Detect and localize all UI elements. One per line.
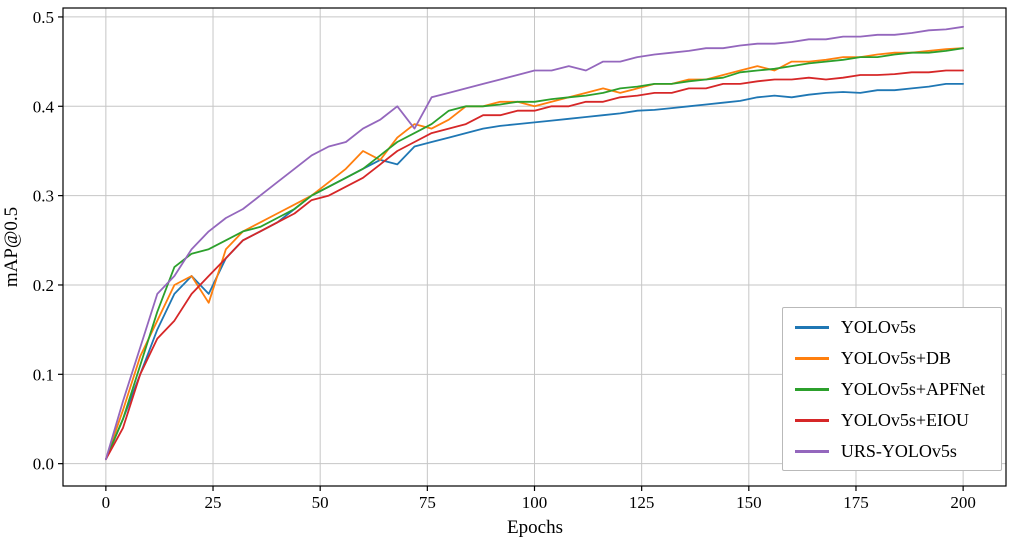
legend-label: URS-YOLOv5s — [840, 440, 957, 461]
legend-label: YOLOv5s+EIOU — [840, 409, 969, 430]
legend-line-swatch — [794, 356, 829, 360]
series-line-URS-YOLOv5s — [105, 25, 964, 461]
legend-line-swatch — [794, 387, 829, 391]
data-series-lines — [105, 25, 964, 461]
legend-line-swatch — [794, 418, 829, 422]
y-tick-label: 0.3 — [33, 187, 54, 206]
x-tick-label: 175 — [843, 493, 869, 512]
x-tick-label: 0 — [102, 493, 111, 512]
x-tick-label: 50 — [312, 493, 329, 512]
legend-item: YOLOv5s+APFNet — [794, 378, 985, 400]
y-tick-label: 0.5 — [33, 8, 54, 27]
legend-item: YOLOv5s — [794, 316, 985, 338]
x-axis-label: Epochs — [507, 517, 563, 538]
axis-ticks: 0 25 50 75 100 125 150 175 200 0.0 0.1 0.2 0.3 0.4 0.5 — [33, 8, 976, 512]
series-line-YOLOv5s+APFNet — [105, 47, 964, 461]
x-tick-label: 75 — [419, 493, 436, 512]
x-tick-label: 100 — [522, 493, 548, 512]
legend-label: YOLOv5s — [840, 316, 916, 337]
legend-label: YOLOv5s+DB — [840, 347, 951, 368]
x-tick-label: 200 — [950, 493, 976, 512]
y-tick-label: 0.2 — [33, 276, 54, 295]
legend-item: URS-YOLOv5s — [794, 440, 985, 462]
legend-line-swatch — [794, 325, 829, 329]
legend-item: YOLOv5s+DB — [794, 347, 985, 369]
y-axis-label: mAP@0.5 — [1, 207, 22, 287]
x-tick-label: 125 — [629, 493, 655, 512]
x-tick-label: 150 — [736, 493, 762, 512]
y-tick-label: 0.1 — [33, 365, 54, 384]
legend-line-swatch — [794, 449, 829, 453]
series-line-YOLOv5s+EIOU — [105, 69, 964, 461]
y-tick-label: 0.0 — [33, 455, 54, 474]
x-tick-label: 25 — [205, 493, 222, 512]
y-tick-label: 0.4 — [33, 97, 55, 116]
chart-legend: YOLOv5s YOLOv5s+DB YOLOv5s+APFNet YOLOv5s+E… — [781, 307, 1002, 471]
series-line-YOLOv5s+DB — [105, 47, 964, 461]
legend-label: YOLOv5s+APFNet — [840, 378, 985, 399]
legend-item: YOLOv5s+EIOU — [794, 409, 985, 431]
